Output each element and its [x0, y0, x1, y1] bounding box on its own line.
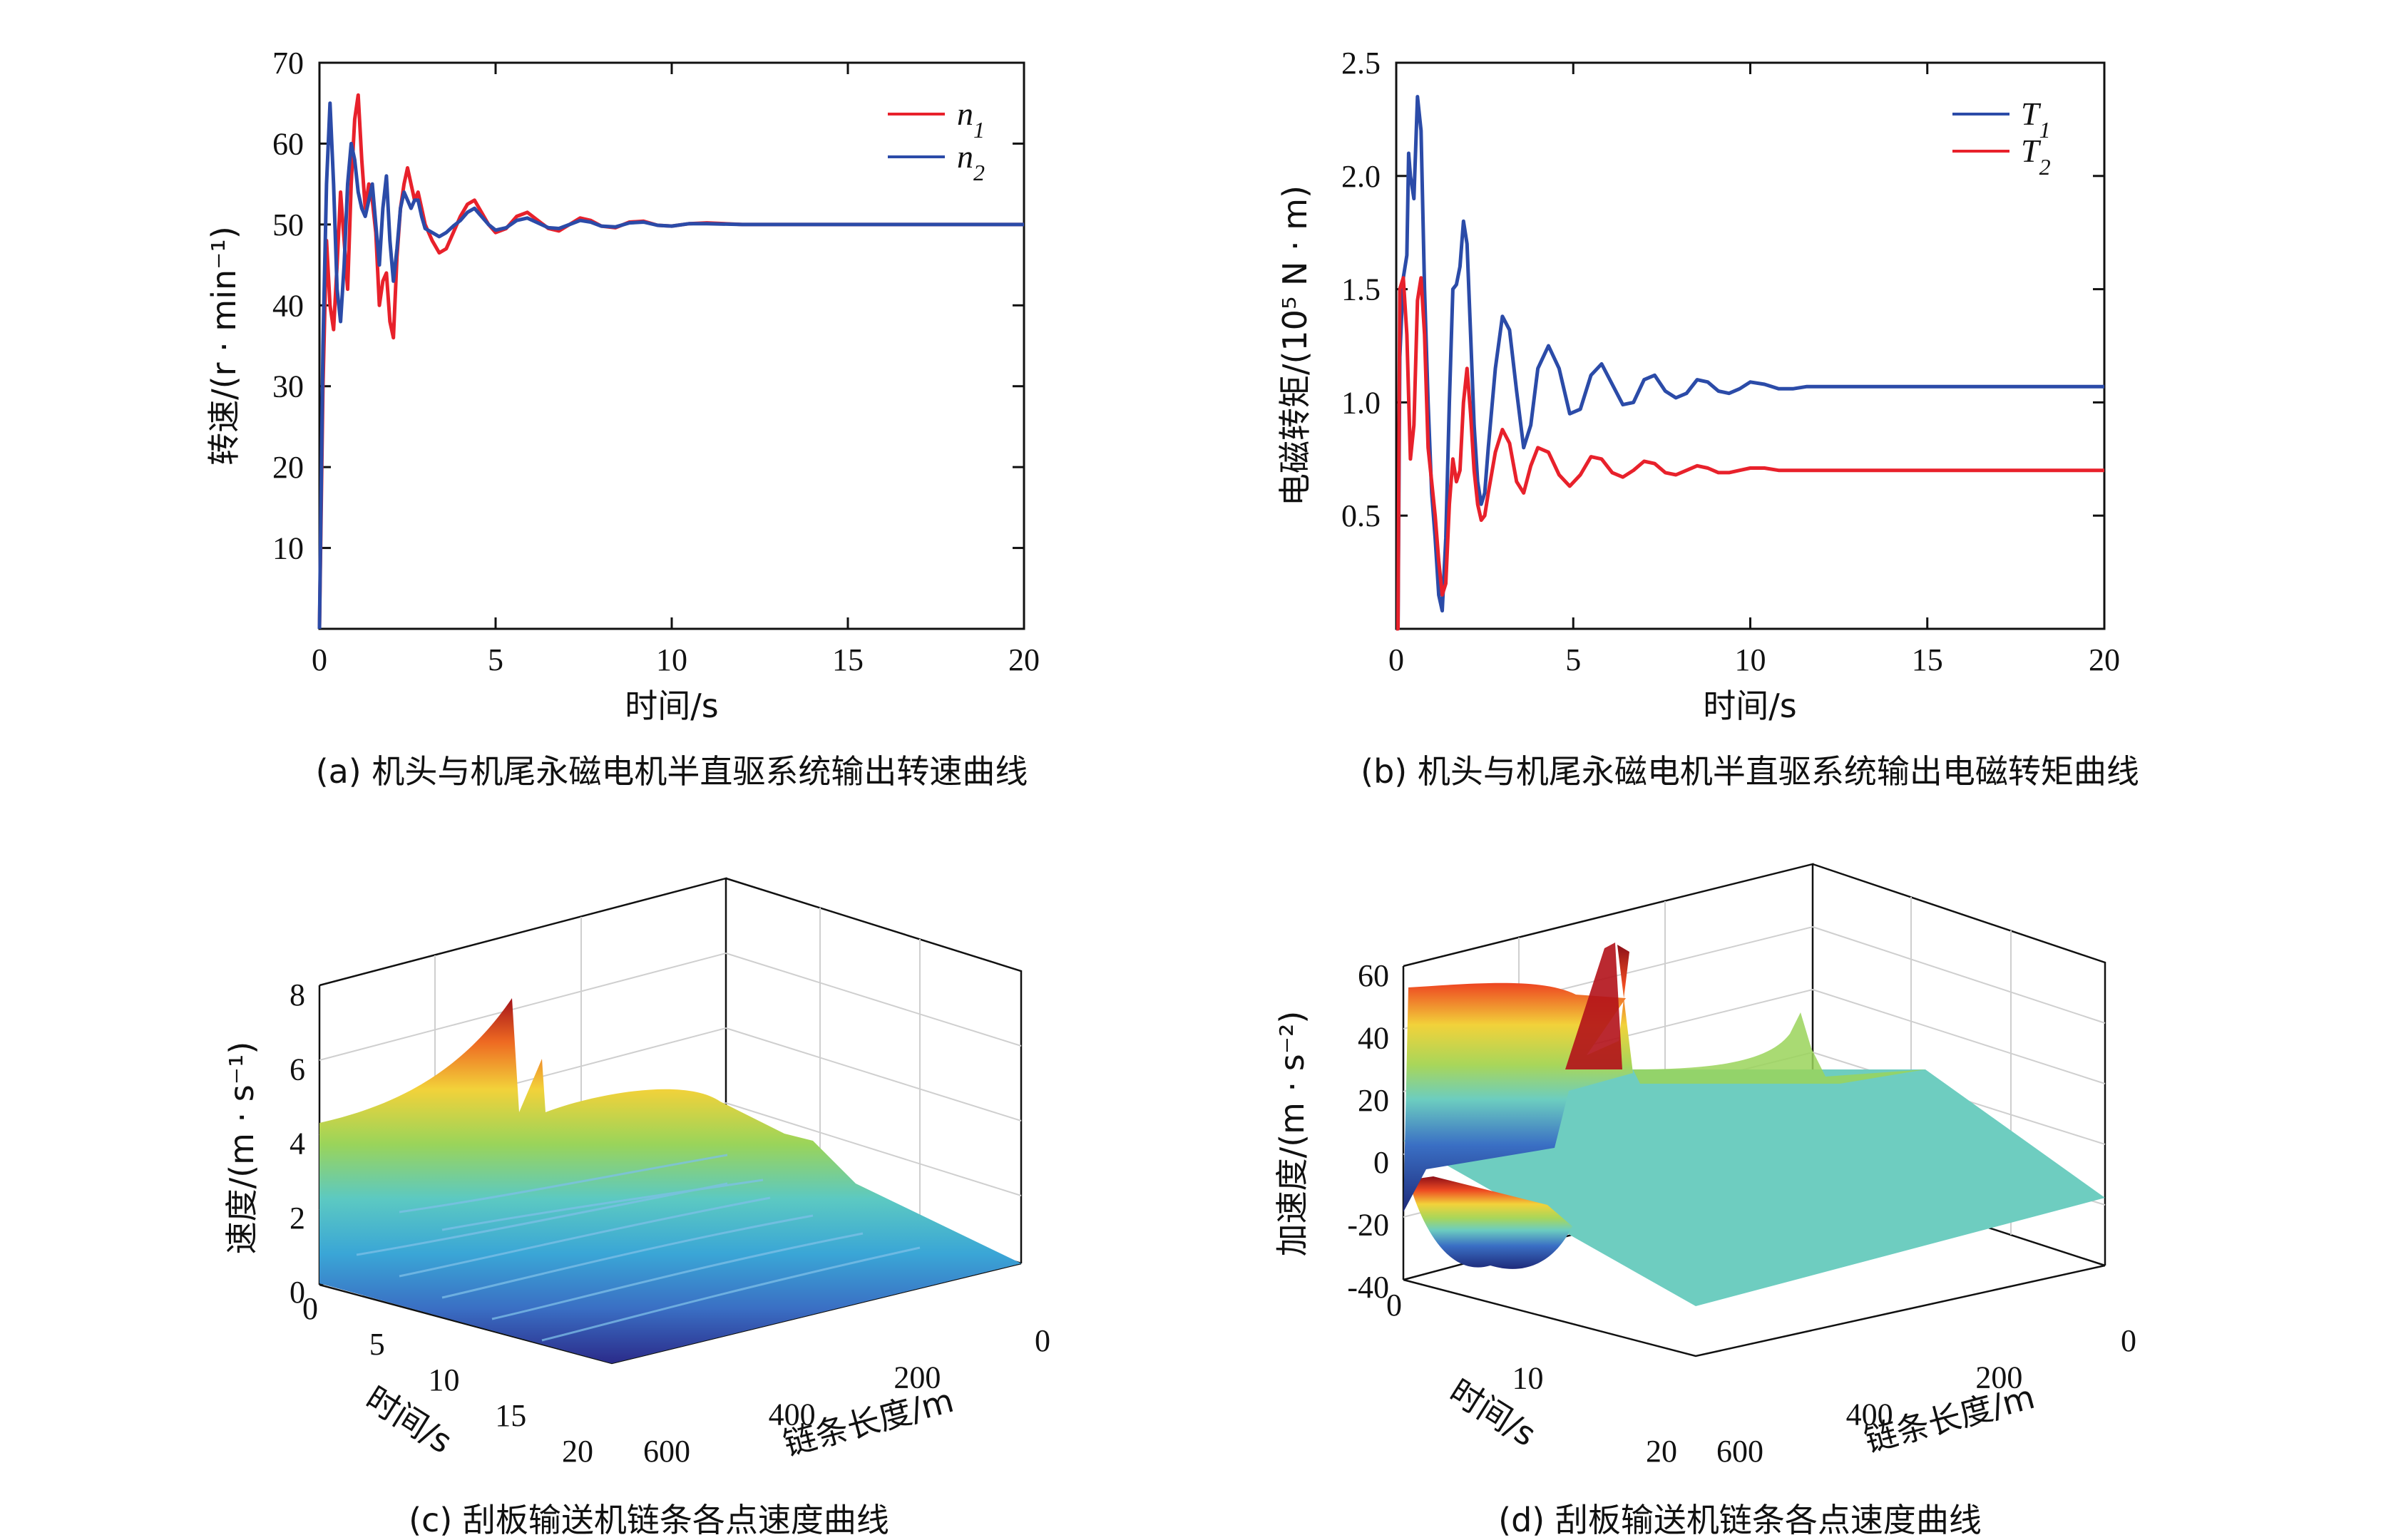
- y-tick-label: 2.5: [1341, 46, 1381, 81]
- z-tick-label: 8: [290, 977, 305, 1012]
- y-tick-label: 15: [495, 1398, 526, 1433]
- x-tick-label: 15: [832, 642, 864, 677]
- y-tick-label: 70: [272, 46, 304, 81]
- z-tick-label: 40: [1358, 1020, 1389, 1055]
- z-tick-label: 60: [1358, 958, 1389, 993]
- x-tick-label: 400: [769, 1397, 816, 1432]
- z-tick-label: 0: [1373, 1145, 1389, 1180]
- z-axis-label: 速度/(m · s⁻¹): [222, 1042, 261, 1255]
- z-tick-label: -40: [1347, 1270, 1389, 1305]
- series-line-n1: [317, 93, 1024, 630]
- x-tick-label: 5: [488, 642, 503, 677]
- legend-label-t2: T2: [2021, 133, 2051, 180]
- surface-ridge: [1633, 1012, 1925, 1084]
- y-axis-label: 转速/(r · min⁻¹): [205, 226, 243, 466]
- legend: T1 T2: [1952, 96, 2051, 180]
- x-axis-label: 链条长度/m: [779, 1381, 958, 1463]
- x-tick-label: 0: [2121, 1323, 2136, 1358]
- y-tick-label: 20: [272, 450, 304, 485]
- y-tick-label: 0: [302, 1291, 318, 1326]
- x-tick-label: 0: [312, 642, 327, 677]
- y-tick-label: 10: [1512, 1361, 1544, 1396]
- z-tick-label: 6: [290, 1052, 305, 1087]
- y-tick-label: 0.5: [1341, 498, 1381, 533]
- x-tick-label: 200: [1975, 1360, 2022, 1395]
- y-tick-label: 10: [272, 531, 304, 566]
- legend-label-t1: T1: [2021, 96, 2051, 143]
- surface-peak: [1403, 945, 1633, 1212]
- surface-trough: [1408, 1176, 1572, 1269]
- plot-frame: [1395, 61, 2106, 630]
- x-axis-label: 时间/s: [1703, 687, 1796, 725]
- z-tick-label: 4: [290, 1126, 305, 1161]
- y-tick-label: 50: [272, 207, 304, 242]
- x-tick-label: 600: [1716, 1434, 1763, 1469]
- plot-frame: [318, 61, 1025, 630]
- x-tick-label: 10: [656, 642, 687, 677]
- y-tick-label: 30: [272, 369, 304, 404]
- z-axis-label: 加速度/(m · s⁻²): [1273, 1011, 1311, 1257]
- surface-floor: [1403, 1069, 2105, 1306]
- x-tick-label: 600: [643, 1434, 690, 1469]
- panel-b-torque-chart: 0 5 10 15 20 0.5 1.0 1.5 2.0 2.5 T1 T2 时间/s 电磁转矩/…: [1276, 46, 2139, 791]
- y-axis-label: 电磁转矩/(10⁵ N · m): [1276, 185, 1314, 506]
- series-line-T2: [1396, 276, 2104, 631]
- caption-c: (c) 刮板输送机链条各点速度曲线: [409, 1501, 889, 1539]
- surface-peak: [319, 998, 1021, 1363]
- y-tick-label: 5: [369, 1327, 385, 1362]
- x-tick-label: 20: [1008, 642, 1040, 677]
- x-axis-label: 链条长度/m: [1860, 1377, 2039, 1459]
- surface-ridges: [356, 1154, 921, 1342]
- x-tick-label: 0: [1035, 1323, 1050, 1358]
- y-tick-label: 0: [1386, 1288, 1402, 1323]
- x-tick-label: 200: [894, 1360, 941, 1395]
- series-line-n2: [317, 101, 1024, 630]
- caption-d: (d) 刮板输送机链条各点速度曲线: [1498, 1501, 1982, 1539]
- caption-b: (b) 机头与机尾永磁电机半直驱系统输出电磁转矩曲线: [1361, 752, 2139, 791]
- legend-label-n2: n2: [957, 138, 985, 185]
- y-tick-label: 10: [429, 1362, 460, 1397]
- x-tick-label: 10: [1735, 642, 1766, 677]
- caption-a: (a) 机头与机尾永磁电机半直驱系统输出转速曲线: [316, 752, 1028, 791]
- z-tick-label: 2: [290, 1201, 305, 1236]
- x-tick-label: 20: [2089, 642, 2120, 677]
- x-tick-label: 400: [1846, 1397, 1893, 1432]
- legend: n1 n2: [888, 96, 985, 185]
- panel-a-speed-chart: 0 5 10 15 20 10 20 30 40 50 60 70 n1 n2 时间/s 转速/(r …: [205, 46, 1040, 791]
- z-tick-label: 20: [1358, 1083, 1389, 1118]
- y-tick-label: 20: [1646, 1434, 1677, 1469]
- surface-spike: [1565, 943, 1622, 1069]
- y-tick-label: 60: [272, 126, 304, 161]
- y-tick-label: 2.0: [1341, 159, 1381, 194]
- z-tick-label: -20: [1347, 1208, 1389, 1243]
- legend-label-n1: n1: [957, 96, 985, 143]
- series-line-T1: [1396, 95, 2104, 631]
- y-tick-label: 20: [562, 1434, 593, 1469]
- x-tick-label: 0: [1388, 642, 1404, 677]
- x-tick-label: 15: [1912, 642, 1943, 677]
- y-tick-label: 40: [272, 288, 304, 323]
- x-axis-label: 时间/s: [625, 687, 718, 725]
- y-tick-label: 1.5: [1341, 272, 1381, 307]
- y-tick-label: 1.0: [1341, 385, 1381, 420]
- x-tick-label: 5: [1565, 642, 1581, 677]
- z-tick-label: 0: [290, 1275, 305, 1310]
